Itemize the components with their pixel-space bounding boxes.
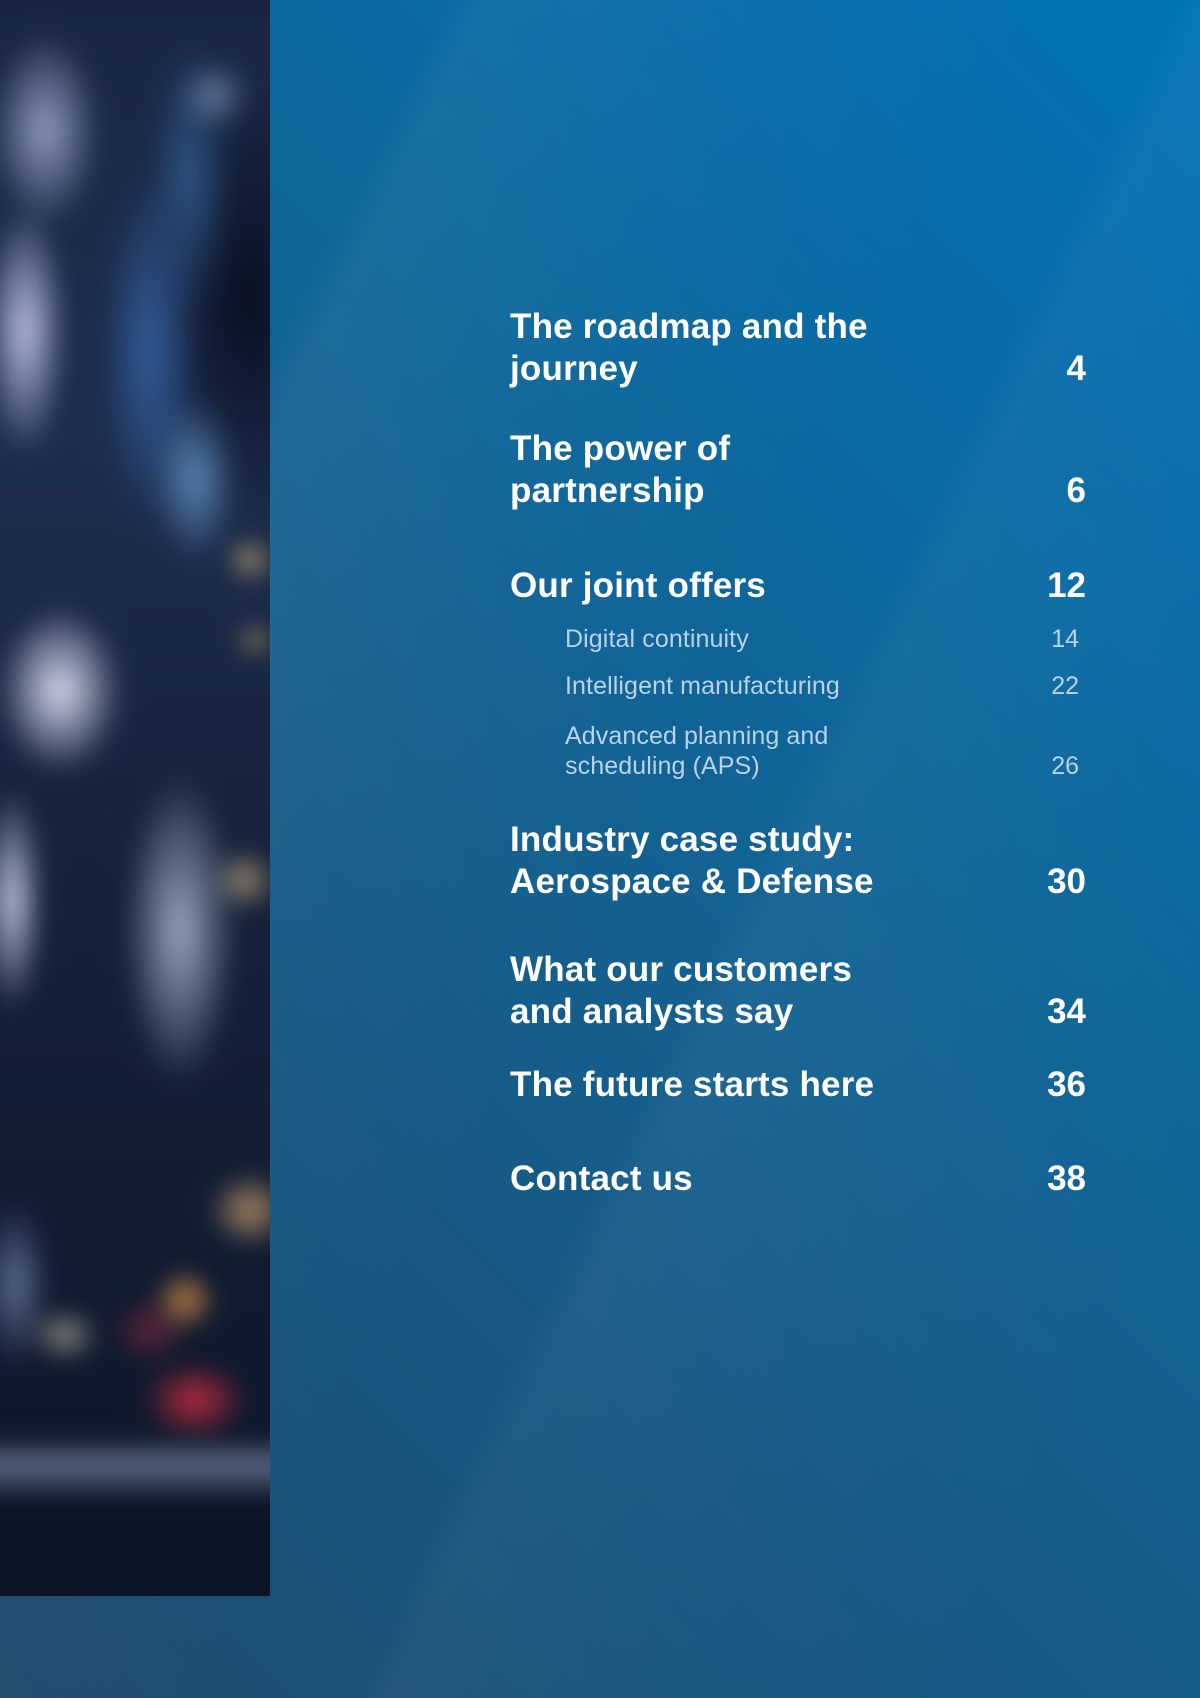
cityscape-photo-blur-layer bbox=[0, 0, 270, 1596]
toc-entry-partnership[interactable]: The power of partnership 6 bbox=[510, 428, 1086, 512]
toc-entry-joint-offers[interactable]: Our joint offers 12 bbox=[510, 565, 1086, 607]
toc-entry-title: Industry case study: Aerospace & Defense bbox=[510, 820, 874, 901]
toc-subentry-page: 14 bbox=[1051, 625, 1079, 653]
toc-entry-case-study[interactable]: Industry case study: Aerospace & Defense… bbox=[510, 819, 1086, 903]
toc-entry-contact[interactable]: Contact us 38 bbox=[510, 1158, 1086, 1200]
toc-subentry-title: Intelligent manufacturing bbox=[565, 672, 840, 700]
toc-entry-page: 34 bbox=[1047, 992, 1086, 1031]
toc-entry-customers-analysts[interactable]: What our customers and analysts say 34 bbox=[510, 949, 1086, 1033]
toc-subentry-page: 22 bbox=[1051, 672, 1079, 700]
toc-subentry-title: Digital continuity bbox=[565, 625, 749, 653]
toc-entry-title: What our customers and analysts say bbox=[510, 950, 852, 1031]
toc-subentry-intelligent-manufacturing[interactable]: Intelligent manufacturing 22 bbox=[565, 671, 1086, 701]
toc-entry-title: The roadmap and the journey bbox=[510, 307, 868, 388]
toc-entry-page: 12 bbox=[1047, 566, 1086, 605]
toc-entry-page: 38 bbox=[1047, 1159, 1086, 1198]
toc-subentry-page: 26 bbox=[1051, 752, 1079, 780]
toc-entry-title: Contact us bbox=[510, 1159, 693, 1198]
cityscape-photo bbox=[0, 0, 270, 1596]
toc-subentry-aps[interactable]: Advanced planning and scheduling (APS) 2… bbox=[565, 721, 1086, 781]
toc-entry-page: 4 bbox=[1066, 349, 1086, 388]
toc-entry-future[interactable]: The future starts here 36 bbox=[510, 1064, 1086, 1106]
toc-entry-page: 36 bbox=[1047, 1065, 1086, 1104]
toc-entry-roadmap[interactable]: The roadmap and the journey 4 bbox=[510, 306, 1086, 390]
toc-entry-title: Our joint offers bbox=[510, 566, 766, 605]
toc-entry-page: 6 bbox=[1066, 471, 1086, 510]
toc-entry-page: 30 bbox=[1047, 862, 1086, 901]
toc-entry-title: The future starts here bbox=[510, 1065, 875, 1104]
toc-entry-title: The power of partnership bbox=[510, 429, 731, 510]
toc-subentry-digital-continuity[interactable]: Digital continuity 14 bbox=[565, 624, 1086, 654]
toc-subentry-title: Advanced planning and scheduling (APS) bbox=[565, 722, 829, 780]
